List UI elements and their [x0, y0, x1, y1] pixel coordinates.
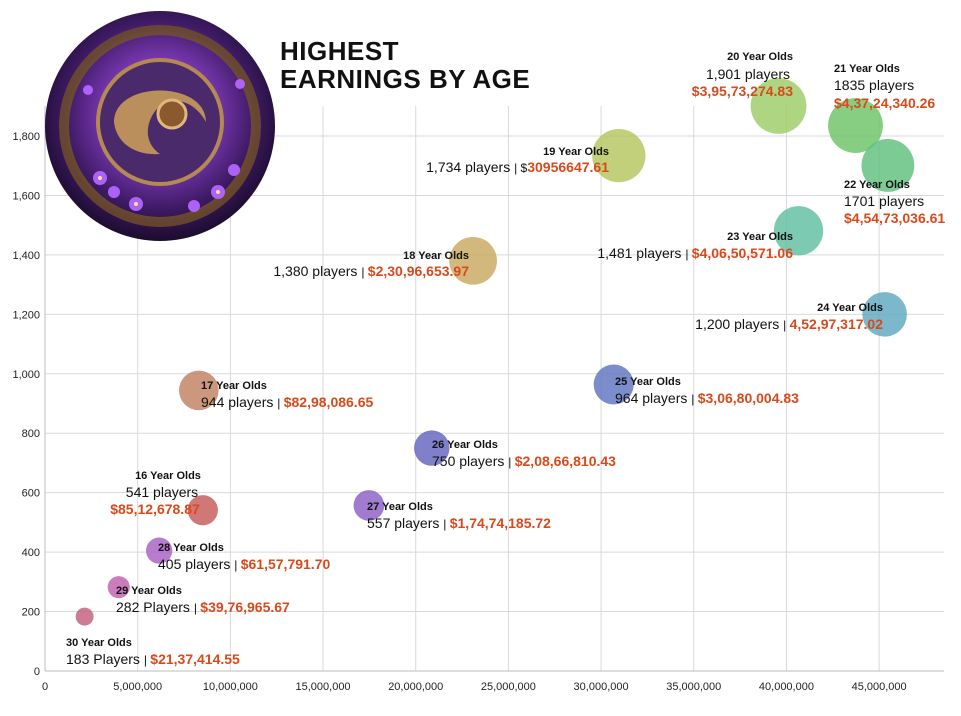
aegis-emblem-logo	[44, 10, 276, 247]
bubble-20	[750, 78, 807, 134]
bubble-19	[592, 128, 646, 183]
bubble-26	[414, 430, 450, 466]
x-tick-label: 15,000,000	[296, 681, 351, 693]
bubble-age-label-25: 25 Year Olds	[615, 376, 681, 388]
bubble-players-label-20: 1,901 players	[706, 66, 790, 82]
bubble-16	[187, 495, 218, 526]
bubble-earnings-label-20: $3,95,73,274.83	[692, 83, 793, 99]
bubble-age-label-29: 29 Year Olds	[116, 585, 182, 597]
bubble-age-label-30: 30 Year Olds	[66, 637, 132, 649]
bubble-value-label-30: 183 Players | $21,37,414.55	[66, 651, 240, 667]
bubble-17	[179, 370, 219, 411]
x-tick-label: 45,000,000	[852, 681, 907, 693]
bubble-value-label-17: 944 players | $82,98,086.65	[201, 394, 373, 410]
x-tick-label: 5,000,000	[113, 681, 162, 693]
x-tick-label: 40,000,000	[759, 681, 814, 693]
bubble-21	[828, 98, 883, 154]
chart-title-line-2: EARNINGS BY AGE	[280, 64, 531, 94]
y-tick-label: 200	[22, 607, 40, 619]
bubble-22	[861, 139, 915, 192]
bubble-age-label-27: 27 Year Olds	[367, 501, 433, 513]
y-tick-label: 1,600	[12, 190, 40, 202]
bubble-28	[145, 537, 173, 564]
bubble-age-label-24: 24 Year Olds	[817, 302, 883, 314]
y-tick-label: 800	[22, 428, 40, 440]
bubble-value-label-18: 1,380 players | $2,30,96,653.97	[273, 263, 469, 279]
y-tick-label: 1,000	[12, 369, 40, 381]
bubble-29	[107, 576, 130, 599]
bubble-27	[353, 490, 385, 521]
bubble-earnings-label-16: $85,12,678.87	[110, 501, 200, 517]
bubble-18	[449, 236, 497, 285]
chart-title-line-1: HIGHEST	[280, 36, 400, 66]
x-tick-label: 0	[42, 681, 48, 693]
bubble-age-label-26: 26 Year Olds	[432, 439, 498, 451]
bubble-value-label-24: 1,200 players | 4,52,97,317.02	[695, 316, 883, 332]
y-tick-label: 400	[22, 547, 40, 559]
bubble-age-label-17: 17 Year Olds	[201, 380, 267, 392]
x-tick-label: 35,000,000	[666, 681, 721, 693]
bubble-age-label-21: 21 Year Olds	[834, 63, 900, 75]
x-tick-label: 25,000,000	[481, 681, 536, 693]
y-tick-label: 1,200	[12, 309, 40, 321]
bubble-earnings-label-21: $4,37,24,340.26	[834, 95, 935, 111]
bubble-value-label-28: 405 players | $61,57,791.70	[158, 556, 330, 572]
bubble-value-label-26: 750 players | $2,08,66,810.43	[432, 453, 616, 469]
bubble-age-label-22: 22 Year Olds	[844, 179, 910, 191]
bubble-players-label-22: 1701 players	[844, 193, 924, 209]
x-tick-label: 30,000,000	[574, 681, 629, 693]
bubble-23	[773, 206, 824, 256]
bubble-age-label-16: 16 Year Olds	[135, 470, 201, 482]
y-tick-label: 1,400	[12, 250, 40, 262]
bubble-age-label-28: 28 Year Olds	[158, 542, 224, 554]
bubble-players-label-21: 1835 players	[834, 77, 914, 93]
bubble-earnings-label-22: $4,54,73,036.61	[844, 210, 945, 226]
bubble-age-label-20: 20 Year Olds	[727, 51, 793, 63]
bubble-value-label-29: 282 Players | $39,76,965.67	[116, 599, 290, 615]
y-tick-label: 0	[34, 666, 40, 678]
bubble-24	[862, 292, 907, 337]
bubble-players-label-16: 541 players	[126, 484, 198, 500]
bubble-age-label-18: 18 Year Olds	[403, 250, 469, 262]
y-tick-label: 600	[22, 488, 40, 500]
bubble-value-label-23: 1,481 players | $4,06,50,571.06	[597, 245, 793, 261]
x-tick-label: 20,000,000	[388, 681, 443, 693]
bubble-age-label-23: 23 Year Olds	[727, 231, 793, 243]
bubble-value-label-27: 557 players | $1,74,74,185.72	[367, 515, 551, 531]
bubble-age-label-19: 19 Year Olds	[543, 146, 609, 158]
bubble-value-label-19: 1,734 players | $30956647.61	[426, 159, 609, 175]
bubble-30	[75, 607, 94, 626]
x-tick-label: 10,000,000	[203, 681, 258, 693]
bubble-value-label-25: 964 players | $3,06,80,004.83	[615, 390, 799, 406]
bubble-25	[593, 364, 634, 405]
y-tick-label: 1,800	[12, 131, 40, 143]
